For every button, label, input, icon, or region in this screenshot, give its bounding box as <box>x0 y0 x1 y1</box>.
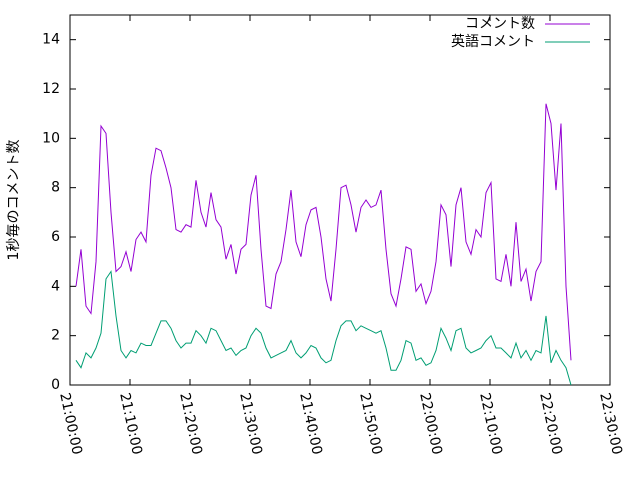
y-tick-label: 10 <box>42 130 60 146</box>
x-tick-label: 22:10:00 <box>476 391 505 456</box>
y-tick-label: 8 <box>51 180 60 196</box>
y-tick-label: 2 <box>51 328 60 344</box>
legend-label: コメント数 <box>465 16 535 32</box>
y-tick-label: 4 <box>51 278 60 294</box>
x-tick-label: 22:30:00 <box>596 391 625 456</box>
legend-label: 英語コメント <box>451 33 535 50</box>
y-tick-label: 0 <box>51 377 60 393</box>
x-tick-label: 22:00:00 <box>416 391 445 456</box>
plot-frame <box>69 14 611 386</box>
x-tick-label: 21:20:00 <box>176 391 205 456</box>
x-tick-label: 22:20:00 <box>536 391 565 456</box>
x-tick-label: 21:00:00 <box>56 391 85 456</box>
y-axis-label: 1秒毎のコメント数 <box>6 140 22 261</box>
x-tick-label: 21:10:00 <box>116 391 145 456</box>
series-line <box>75 103 572 361</box>
y-tick-label: 14 <box>42 32 60 48</box>
x-tick-label: 21:30:00 <box>236 391 265 456</box>
x-tick-label: 21:40:00 <box>296 391 325 456</box>
y-tick-label: 12 <box>42 81 60 97</box>
y-tick-label: 6 <box>51 229 60 245</box>
series-line <box>75 270 572 386</box>
x-tick-label: 21:50:00 <box>356 391 385 456</box>
